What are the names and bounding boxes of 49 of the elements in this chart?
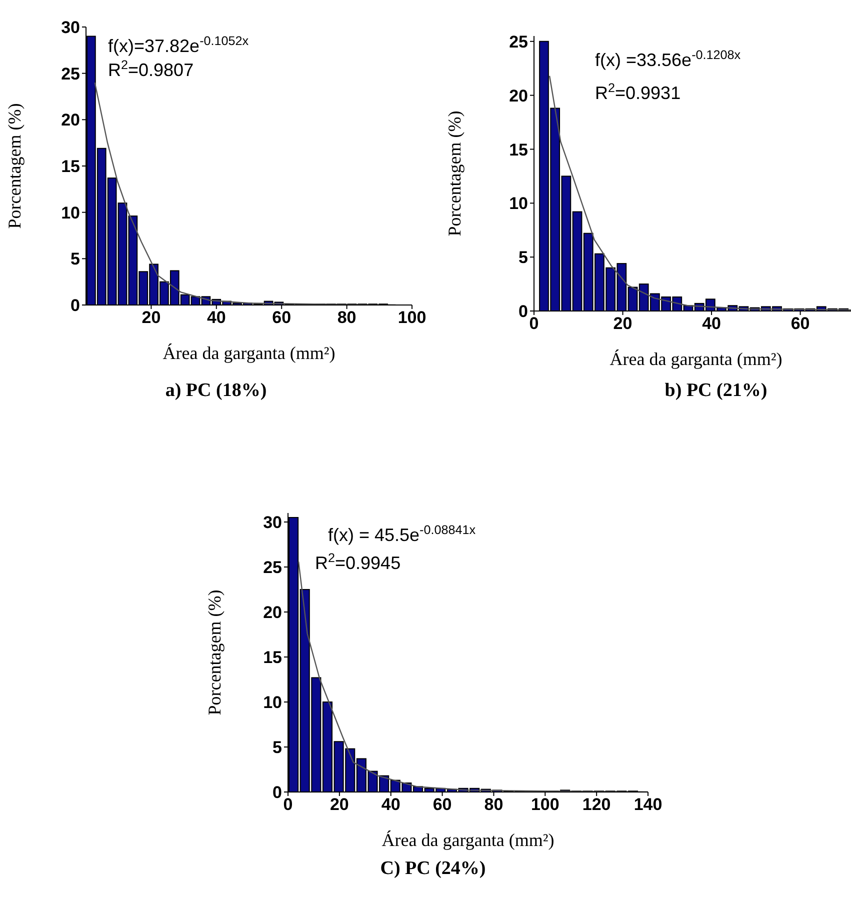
annotation: R$^{2}$=0.9931: [595, 81, 681, 103]
y-tick-label: 10: [61, 203, 80, 222]
x-tick-label: 40: [206, 308, 226, 328]
text: a) PC (18%): [164, 380, 268, 402]
x-tick-label: 20: [330, 795, 349, 814]
y-tick-label: 5: [272, 738, 282, 758]
x-axis-title: Área da garganta (mm²): [162, 343, 336, 363]
y-tick-label: 25: [263, 558, 282, 578]
y-tick-label: 10: [509, 194, 528, 214]
y-tick-label: 5: [70, 250, 80, 269]
x-tick-label: 80: [337, 308, 356, 328]
x-tick-label: 40: [702, 314, 721, 334]
y-tick-label: 5: [518, 248, 528, 268]
x-tick-label: 60: [272, 308, 292, 328]
y-tick-label: 0: [272, 783, 282, 802]
y-tick-label: 15: [509, 140, 528, 160]
x-tick-label: 140: [634, 795, 662, 814]
y-tick-label: 30: [263, 513, 282, 532]
y-axis-title: Porcentagem (%): [204, 590, 224, 716]
y-tick-label: 0: [70, 296, 80, 316]
x-tick-label: 100: [398, 308, 426, 328]
y-tick-label: 20: [263, 603, 282, 622]
x-tick-label: 80: [484, 795, 504, 814]
annotation: R$^{2}$=0.9807: [108, 58, 194, 80]
y-tick-label: 15: [61, 157, 80, 176]
y-tick-label: 20: [61, 110, 80, 130]
y-tick-label: 10: [263, 693, 282, 712]
y-axis-title: Porcentagem (%): [4, 103, 24, 229]
y-tick-label: 20: [509, 86, 528, 106]
x-tick-label: 20: [142, 308, 161, 328]
x-tick-label: 60: [790, 314, 810, 334]
annotation: R$^{2}$=0.9945: [315, 551, 401, 573]
y-axis-title: Porcentagem (%): [444, 110, 464, 236]
x-tick-label: 60: [432, 795, 452, 814]
y-tick-label: 25: [509, 32, 528, 52]
annotation: f(x)=37.82e$^{-0.1052x}$: [108, 34, 250, 56]
text: C) PC (24%): [379, 858, 487, 880]
x-axis-title: Área da garganta (mm²): [610, 349, 782, 369]
x-axis-title: Área da garganta (mm²): [382, 830, 554, 850]
y-tick-label: 25: [61, 64, 80, 84]
y-tick-label: 15: [263, 648, 282, 668]
x-tick-label: 100: [530, 795, 560, 814]
annotation: f(x) =33.56e$^{-0.1208x}$: [595, 48, 742, 70]
text: b) PC (21%): [664, 380, 768, 402]
y-tick-label: 30: [61, 18, 80, 38]
x-tick-label: 120: [582, 795, 611, 814]
x-tick-label: 40: [381, 795, 400, 814]
annotation: f(x) = 45.5e$^{-0.08841x}$: [328, 523, 476, 545]
x-tick-label: 20: [613, 314, 632, 334]
